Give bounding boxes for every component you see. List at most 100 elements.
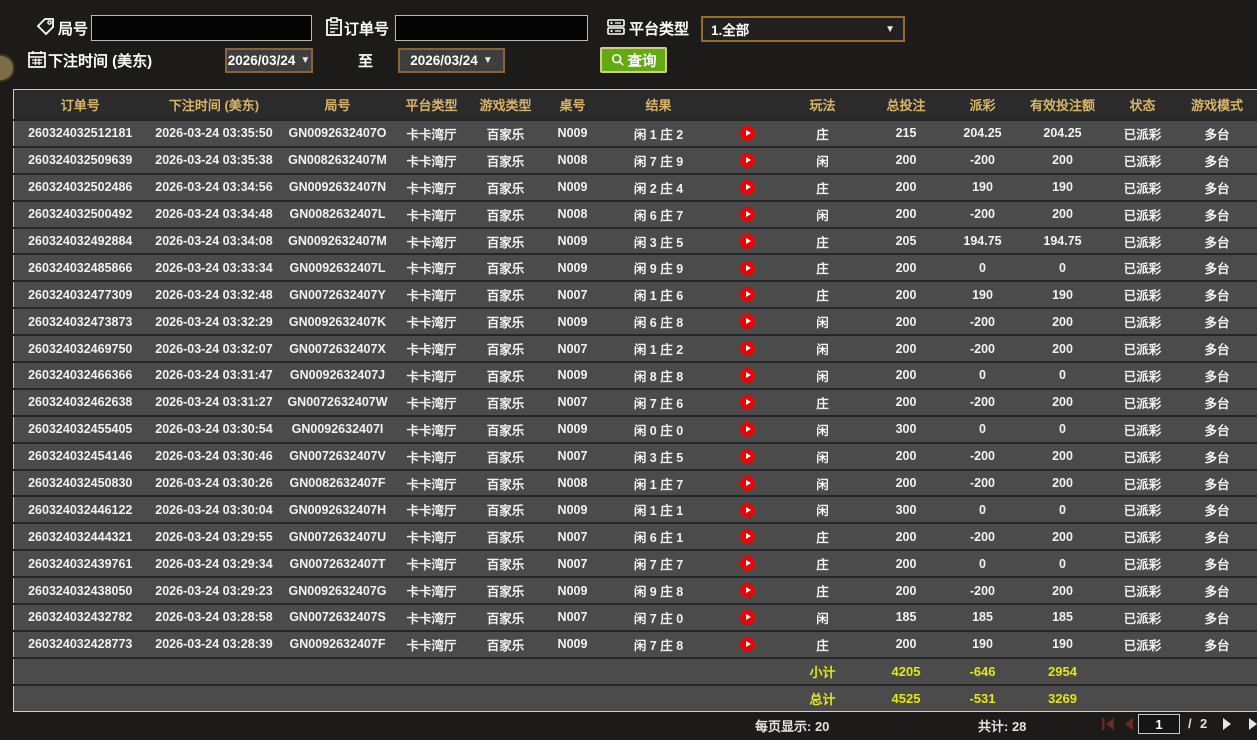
order-number-cell: 260324032450830 xyxy=(13,468,147,497)
game-mode-cell: 多台 xyxy=(1176,172,1257,201)
total-total-bet: 4525 xyxy=(863,683,949,712)
platform-cell: 卡卡湾厅 xyxy=(393,172,470,201)
play-icon[interactable] xyxy=(740,314,755,330)
platform-cell: 卡卡湾厅 xyxy=(393,495,470,524)
payout-cell: -200 xyxy=(948,145,1017,174)
round-number-input[interactable] xyxy=(91,15,312,41)
game-mode-cell: 多台 xyxy=(1176,334,1257,363)
valid-bet-cell: 200 xyxy=(1016,199,1109,228)
page-number-input[interactable] xyxy=(1138,714,1180,734)
prev-page-icon[interactable] xyxy=(1121,717,1137,731)
play-icon[interactable] xyxy=(740,610,755,626)
play-type-cell: 庄 xyxy=(781,280,864,309)
next-page-icon[interactable] xyxy=(1219,717,1235,731)
valid-bet-cell: 200 xyxy=(1016,522,1109,551)
order-number-cell: 260324032509639 xyxy=(13,145,147,174)
play-type-cell: 闲 xyxy=(781,334,864,363)
play-icon[interactable] xyxy=(740,126,755,142)
play-icon[interactable] xyxy=(740,502,755,518)
platform-cell: 卡卡湾厅 xyxy=(393,334,470,363)
valid-bet-cell: 200 xyxy=(1016,145,1109,174)
valid-bet-cell: 200 xyxy=(1016,387,1109,416)
play-icon[interactable] xyxy=(740,448,755,464)
play-icon[interactable] xyxy=(740,341,755,357)
bet-time-cell: 2026-03-24 03:35:38 xyxy=(146,145,282,174)
replay-cell xyxy=(713,468,782,497)
payout-cell: 0 xyxy=(948,361,1017,389)
first-page-icon[interactable] xyxy=(1101,717,1117,731)
table-number-cell: N007 xyxy=(541,280,604,309)
table-header-row: 订单号 下注时间 (美东) 局号 平台类型 游戏类型 桌号 结果 玩法 总投注 派彩 有效投注额 状态… xyxy=(13,89,1257,120)
game-type-cell: 百家乐 xyxy=(469,172,542,201)
play-icon[interactable] xyxy=(740,636,755,652)
result-cell: 闲 1 庄 6 xyxy=(603,280,714,309)
round-number-cell: GN0082632407M xyxy=(281,145,394,174)
play-icon[interactable] xyxy=(740,233,755,249)
platform-cell: 卡卡湾厅 xyxy=(393,307,470,336)
play-type-cell: 闲 xyxy=(781,414,864,443)
order-number-input[interactable] xyxy=(395,15,588,41)
replay-cell xyxy=(713,334,782,363)
calendar-icon xyxy=(27,49,47,69)
play-icon[interactable] xyxy=(740,260,755,276)
order-number-cell: 260324032432782 xyxy=(13,603,147,631)
game-type-cell: 百家乐 xyxy=(469,441,542,470)
round-number-cell: GN0072632407W xyxy=(281,387,394,416)
play-icon[interactable] xyxy=(740,287,755,303)
replay-cell xyxy=(713,522,782,551)
game-mode-cell: 多台 xyxy=(1176,603,1257,631)
order-number-cell: 260324032502486 xyxy=(13,172,147,201)
platform-cell: 卡卡湾厅 xyxy=(393,387,470,416)
play-icon[interactable] xyxy=(740,475,755,491)
order-number-cell: 260324032473873 xyxy=(13,307,147,336)
table-number-cell: N007 xyxy=(541,603,604,631)
bet-time-cell: 2026-03-24 03:31:27 xyxy=(146,387,282,416)
table-row: 260324032428773 2026-03-24 03:28:39 GN00… xyxy=(13,629,1257,658)
game-type-cell: 百家乐 xyxy=(469,226,542,255)
play-icon[interactable] xyxy=(740,529,755,545)
bet-time-cell: 2026-03-24 03:35:50 xyxy=(146,119,282,147)
per-page-label: 每页显示: 20 xyxy=(755,719,830,734)
payout-cell: 0 xyxy=(948,414,1017,443)
date-from-select[interactable]: 2026/03/24 ▼ xyxy=(225,48,313,73)
play-icon[interactable] xyxy=(740,583,755,599)
round-number-cell: GN0092632407I xyxy=(281,414,394,443)
play-icon[interactable] xyxy=(740,368,755,384)
bet-time-cell: 2026-03-24 03:30:26 xyxy=(146,468,282,497)
last-page-icon[interactable] xyxy=(1246,717,1257,731)
tag-icon xyxy=(36,17,56,37)
bet-time-cell: 2026-03-24 03:32:29 xyxy=(146,307,282,336)
status-cell: 已派彩 xyxy=(1108,468,1177,497)
subtotal-valid-bet: 2954 xyxy=(1016,656,1109,685)
result-cell: 闲 6 庄 8 xyxy=(603,307,714,336)
platform-type-select[interactable]: 1.全部 ▼ xyxy=(701,16,905,42)
date-to-select[interactable]: 2026/03/24 ▼ xyxy=(398,48,505,73)
replay-cell xyxy=(713,307,782,336)
table-row: 260324032438050 2026-03-24 03:29:23 GN00… xyxy=(13,576,1257,605)
table-number-cell: N007 xyxy=(541,522,604,551)
play-type-cell: 庄 xyxy=(781,629,864,658)
replay-cell xyxy=(713,145,782,174)
play-icon[interactable] xyxy=(740,421,755,437)
game-type-cell: 百家乐 xyxy=(469,280,542,309)
play-icon[interactable] xyxy=(740,556,755,572)
play-icon[interactable] xyxy=(740,394,755,410)
game-type-cell: 百家乐 xyxy=(469,387,542,416)
edge-floating-button[interactable] xyxy=(0,54,15,82)
total-bet-cell: 200 xyxy=(863,334,949,363)
round-number-cell: GN0092632407N xyxy=(281,172,394,201)
platform-cell: 卡卡湾厅 xyxy=(393,549,470,578)
game-type-cell: 百家乐 xyxy=(469,119,542,147)
status-cell: 已派彩 xyxy=(1108,576,1177,605)
table-body: 260324032512181 2026-03-24 03:35:50 GN00… xyxy=(13,119,1257,658)
play-icon[interactable] xyxy=(740,152,755,168)
column-header: 桌号 xyxy=(541,89,604,120)
replay-cell xyxy=(713,629,782,658)
search-button[interactable]: 查询 xyxy=(600,47,667,73)
play-icon[interactable] xyxy=(740,206,755,222)
game-mode-cell: 多台 xyxy=(1176,199,1257,228)
replay-cell xyxy=(713,361,782,389)
round-number-cell: GN0092632407L xyxy=(281,253,394,282)
play-icon[interactable] xyxy=(740,179,755,195)
date-from-value: 2026/03/24 xyxy=(227,53,296,68)
